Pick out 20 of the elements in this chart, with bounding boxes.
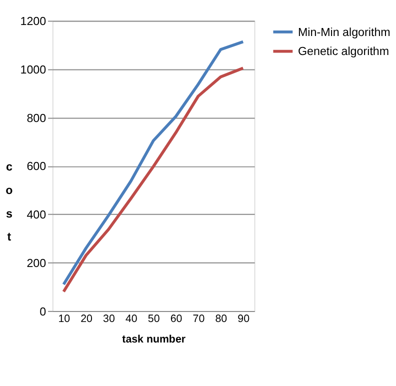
x-tick-label: 40 bbox=[125, 313, 138, 326]
x-axis-title: task number bbox=[122, 333, 186, 346]
y-tick-label: 1000 bbox=[20, 63, 47, 76]
y-tick-label: 0 bbox=[40, 305, 47, 318]
y-tick-label: 200 bbox=[26, 256, 47, 270]
x-tick-label: 50 bbox=[148, 313, 160, 326]
x-tick-label: 70 bbox=[192, 313, 205, 326]
y-tick-label: 1200 bbox=[20, 15, 47, 28]
legend-label: Genetic algorithm bbox=[298, 45, 390, 58]
y-tick-label: 800 bbox=[26, 112, 47, 125]
x-tick-label: 60 bbox=[170, 313, 182, 326]
x-tick-label: 30 bbox=[103, 313, 115, 326]
legend-label: Min-Min algorithm bbox=[298, 26, 390, 39]
x-tick-label: 80 bbox=[215, 313, 228, 326]
y-tick-label: 600 bbox=[26, 160, 47, 174]
x-tick-label: 20 bbox=[80, 313, 93, 326]
y-axis-title: cost bbox=[6, 160, 13, 244]
x-tick-label: 10 bbox=[58, 313, 70, 326]
y-tick-label: 400 bbox=[26, 208, 47, 222]
x-tick-label: 90 bbox=[238, 313, 250, 326]
